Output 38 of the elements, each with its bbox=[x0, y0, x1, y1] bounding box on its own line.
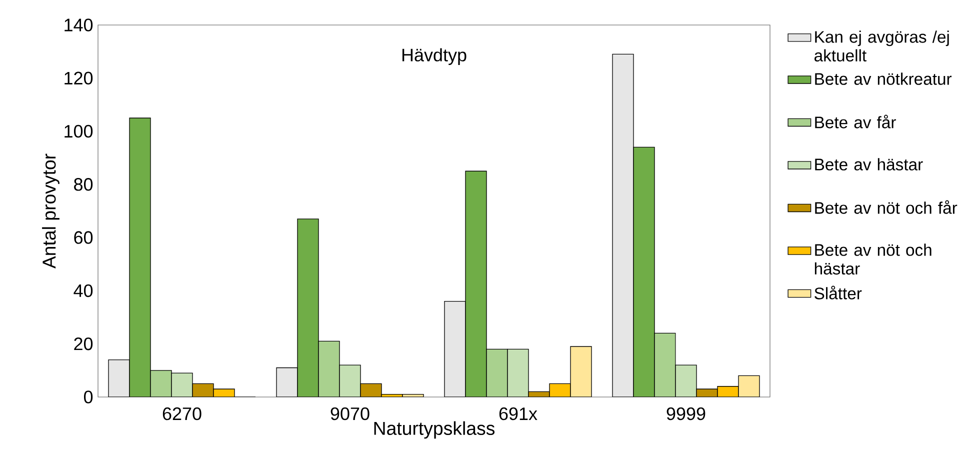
legend-label: Bete av hästar bbox=[815, 158, 923, 170]
legend-label: Bete av nötkreatur bbox=[815, 72, 952, 85]
legend-label: Bete av nöt och hästar bbox=[814, 244, 932, 275]
bar bbox=[550, 384, 570, 397]
x-tick-label: 9070 bbox=[330, 407, 370, 420]
y-tick-label: 120 bbox=[64, 72, 93, 84]
y-tick-label: 20 bbox=[74, 337, 93, 350]
bar bbox=[612, 54, 634, 397]
bar bbox=[129, 118, 151, 397]
y-tick-label: 80 bbox=[74, 178, 93, 191]
bar bbox=[444, 300, 466, 397]
bar bbox=[108, 359, 130, 397]
legend-label: Kan ej avgöras /ej aktuellt bbox=[814, 30, 949, 62]
bar bbox=[465, 170, 487, 397]
legend-label: Bete av får bbox=[815, 114, 896, 128]
bar bbox=[675, 364, 697, 397]
y-tick-label: 60 bbox=[74, 231, 93, 244]
y-tick-label: 40 bbox=[74, 284, 93, 298]
bar bbox=[171, 372, 193, 397]
bar bbox=[738, 375, 760, 397]
bar bbox=[507, 348, 529, 397]
x-tick-label: 691x bbox=[499, 407, 538, 420]
bar bbox=[339, 364, 361, 397]
legend-title: Hävdtyp bbox=[402, 48, 466, 66]
y-tick-label: 0 bbox=[84, 390, 93, 404]
bar bbox=[717, 386, 739, 397]
y-tick-label: 100 bbox=[64, 124, 93, 138]
legend-label: Bete av nöt och får bbox=[815, 200, 958, 214]
bar bbox=[633, 146, 655, 397]
x-axis-title: Naturtypsklass bbox=[374, 421, 495, 439]
x-tick-label: 6270 bbox=[162, 407, 202, 420]
y-tick-label: 140 bbox=[64, 18, 93, 32]
legend-label: Slåtter bbox=[814, 286, 862, 300]
bar bbox=[570, 346, 592, 397]
bar bbox=[276, 367, 298, 397]
x-tick-label: 9999 bbox=[666, 407, 706, 420]
bar bbox=[297, 218, 319, 397]
y-axis-title: Antal provytor bbox=[42, 154, 60, 269]
